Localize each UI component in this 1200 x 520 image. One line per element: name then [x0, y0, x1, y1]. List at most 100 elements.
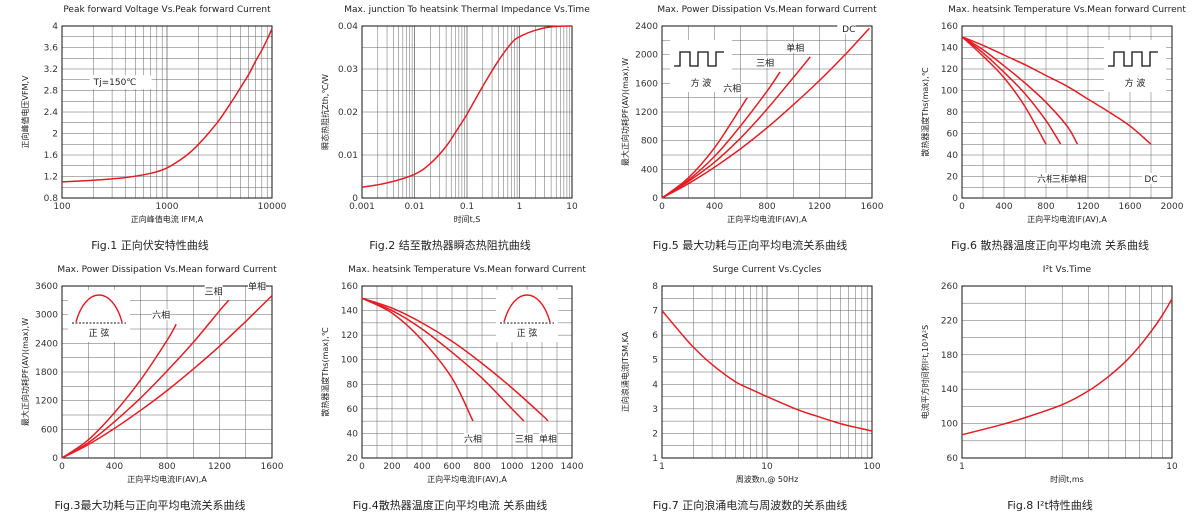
y-axis-label: 正向浪涌电流ITSM,KA	[620, 331, 630, 412]
series-label-bg	[204, 285, 223, 297]
series-line	[961, 36, 1047, 145]
y-tick-label: 20	[347, 454, 359, 464]
series-label: 六相	[464, 433, 482, 445]
y-axis-label: 正向峰值电压VFM,V	[20, 75, 30, 149]
waveform-inset: 方 波	[1104, 40, 1166, 92]
series-line	[961, 36, 1062, 145]
chart-caption: Fig.8 I²t特性曲线	[1007, 499, 1093, 512]
x-axis-label: 正向平均电流IF(AV),A	[1027, 214, 1107, 224]
chart-caption: Fig.5 最大功耗与正向平均电流关系曲线	[652, 239, 848, 252]
x-axis-label: 正向平均电流IF(AV),A	[127, 474, 207, 484]
y-tick-label: 3000	[35, 311, 58, 321]
y-tick-label: 2	[652, 429, 658, 439]
plot-frame	[61, 285, 273, 459]
x-tick-label: 1600	[261, 462, 284, 472]
series-label-bg	[786, 41, 805, 53]
grid	[661, 285, 873, 459]
grid	[961, 285, 1173, 459]
series-label: 单相	[539, 433, 557, 445]
y-tick-label: 3600	[35, 282, 58, 292]
x-tick-label: 200	[383, 462, 400, 472]
y-tick-label: 7	[652, 307, 658, 317]
chart-panel: Max. heatsink Temperature Vs.Mean forwar…	[300, 260, 600, 520]
series-label-bg	[248, 280, 266, 292]
x-tick-label: 0.01	[404, 202, 424, 212]
y-axis-label: 散热器温度Ths(max),℃	[920, 67, 930, 156]
x-tick-label: 0	[59, 462, 65, 472]
x-tick-label: 1400	[561, 462, 584, 472]
sine-half-wave-icon	[503, 294, 551, 323]
waveform-inset: 正 弦	[68, 290, 130, 342]
y-tick-label: 0.8	[44, 194, 59, 204]
series-label-bg	[1142, 173, 1160, 184]
chart-svg: Max. heatsink Temperature Vs.Mean forwar…	[920, 5, 1186, 224]
chart-caption: Fig.1 正向伏安特性曲线	[91, 239, 209, 252]
y-tick-label: 0	[52, 454, 58, 464]
y-tick-label: 0	[652, 194, 658, 204]
chart-title: Max. heatsink Temperature Vs.Mean forwar…	[348, 265, 586, 275]
waveform-inset: 正 弦	[496, 290, 558, 342]
chart-title: Max. junction To heatsink Thermal Impeda…	[344, 5, 590, 15]
y-tick-label: 160	[341, 282, 358, 292]
y-tick-label: 40	[347, 429, 359, 439]
series-line	[61, 295, 273, 459]
y-tick-label: 800	[641, 137, 658, 147]
y-tick-label: 2400	[635, 22, 658, 32]
plot-frame	[661, 285, 873, 459]
square-wave-icon	[674, 51, 724, 67]
x-axis-label: 时间t,ms	[1050, 474, 1084, 484]
y-tick-label: 5	[652, 356, 658, 366]
x-tick-label: 1200	[208, 462, 231, 472]
y-tick-label: 0	[952, 194, 958, 204]
y-tick-label: 60	[947, 130, 959, 140]
x-tick-label: 800	[473, 462, 490, 472]
x-tick-label: 10	[566, 202, 578, 212]
x-tick-label: 10	[761, 462, 773, 472]
x-tick-label: 400	[706, 202, 723, 212]
y-tick-label: 80	[347, 380, 359, 390]
plot-frame	[961, 285, 1173, 459]
x-tick-label: 1	[959, 462, 965, 472]
sine-half-wave-icon	[75, 294, 123, 323]
series-label: 六相	[152, 309, 170, 321]
series-line	[661, 27, 870, 199]
y-tick-label: 40	[947, 151, 959, 161]
y-tick-label: 120	[941, 65, 958, 75]
x-axis-label: 正向平均电流IF(AV),A	[427, 474, 507, 484]
y-tick-label: 1.6	[44, 151, 59, 161]
series-label: DC	[1144, 175, 1157, 185]
chart-panel: Max. heatsink Temperature Vs.Mean forwar…	[900, 0, 1200, 260]
y-tick-label: 180	[941, 351, 958, 361]
series-label: DC	[842, 25, 855, 35]
y-tick-label: 80	[947, 108, 959, 118]
inset-label: 方 波	[1125, 77, 1146, 89]
series-label-bg	[837, 23, 856, 35]
y-tick-label: 1800	[35, 368, 58, 378]
y-tick-label: 160	[941, 22, 958, 32]
y-tick-label: 3.2	[44, 65, 58, 75]
y-tick-label: 1.2	[44, 173, 58, 183]
chart-caption: Fig.3最大功耗与正向平均电流关系曲线	[54, 499, 246, 512]
plot-frame	[361, 285, 573, 459]
series-label: 三相	[756, 57, 774, 69]
series-label: 单相	[248, 281, 266, 293]
plot-frame	[361, 25, 573, 199]
series-line	[361, 297, 525, 422]
chart-title: I²t Vs.Time	[1043, 265, 1092, 275]
series-line	[361, 297, 549, 422]
annotation-bg	[89, 75, 152, 90]
grid	[61, 25, 273, 199]
chart-svg: Peak forward Voltage Vs.Peak forward Cur…	[20, 5, 287, 224]
series-line	[961, 36, 1152, 145]
chart-title: Surge Current Vs.Cycles	[713, 265, 822, 275]
y-tick-label: 260	[941, 282, 958, 292]
chart-svg: Max. heatsink Temperature Vs.Mean forwar…	[320, 265, 586, 484]
series-line	[61, 299, 230, 459]
y-tick-label: 120	[341, 331, 358, 341]
chart-panel: I²t Vs.Time 1 10 60 100 140 180 220 260 时间t,ms 电流平…	[900, 260, 1200, 520]
y-tick-label: 0.04	[338, 22, 358, 32]
x-tick-label: 0	[959, 202, 965, 212]
x-tick-label: 800	[758, 202, 775, 212]
inset-label: 正 弦	[517, 327, 538, 339]
series-line	[661, 97, 748, 199]
